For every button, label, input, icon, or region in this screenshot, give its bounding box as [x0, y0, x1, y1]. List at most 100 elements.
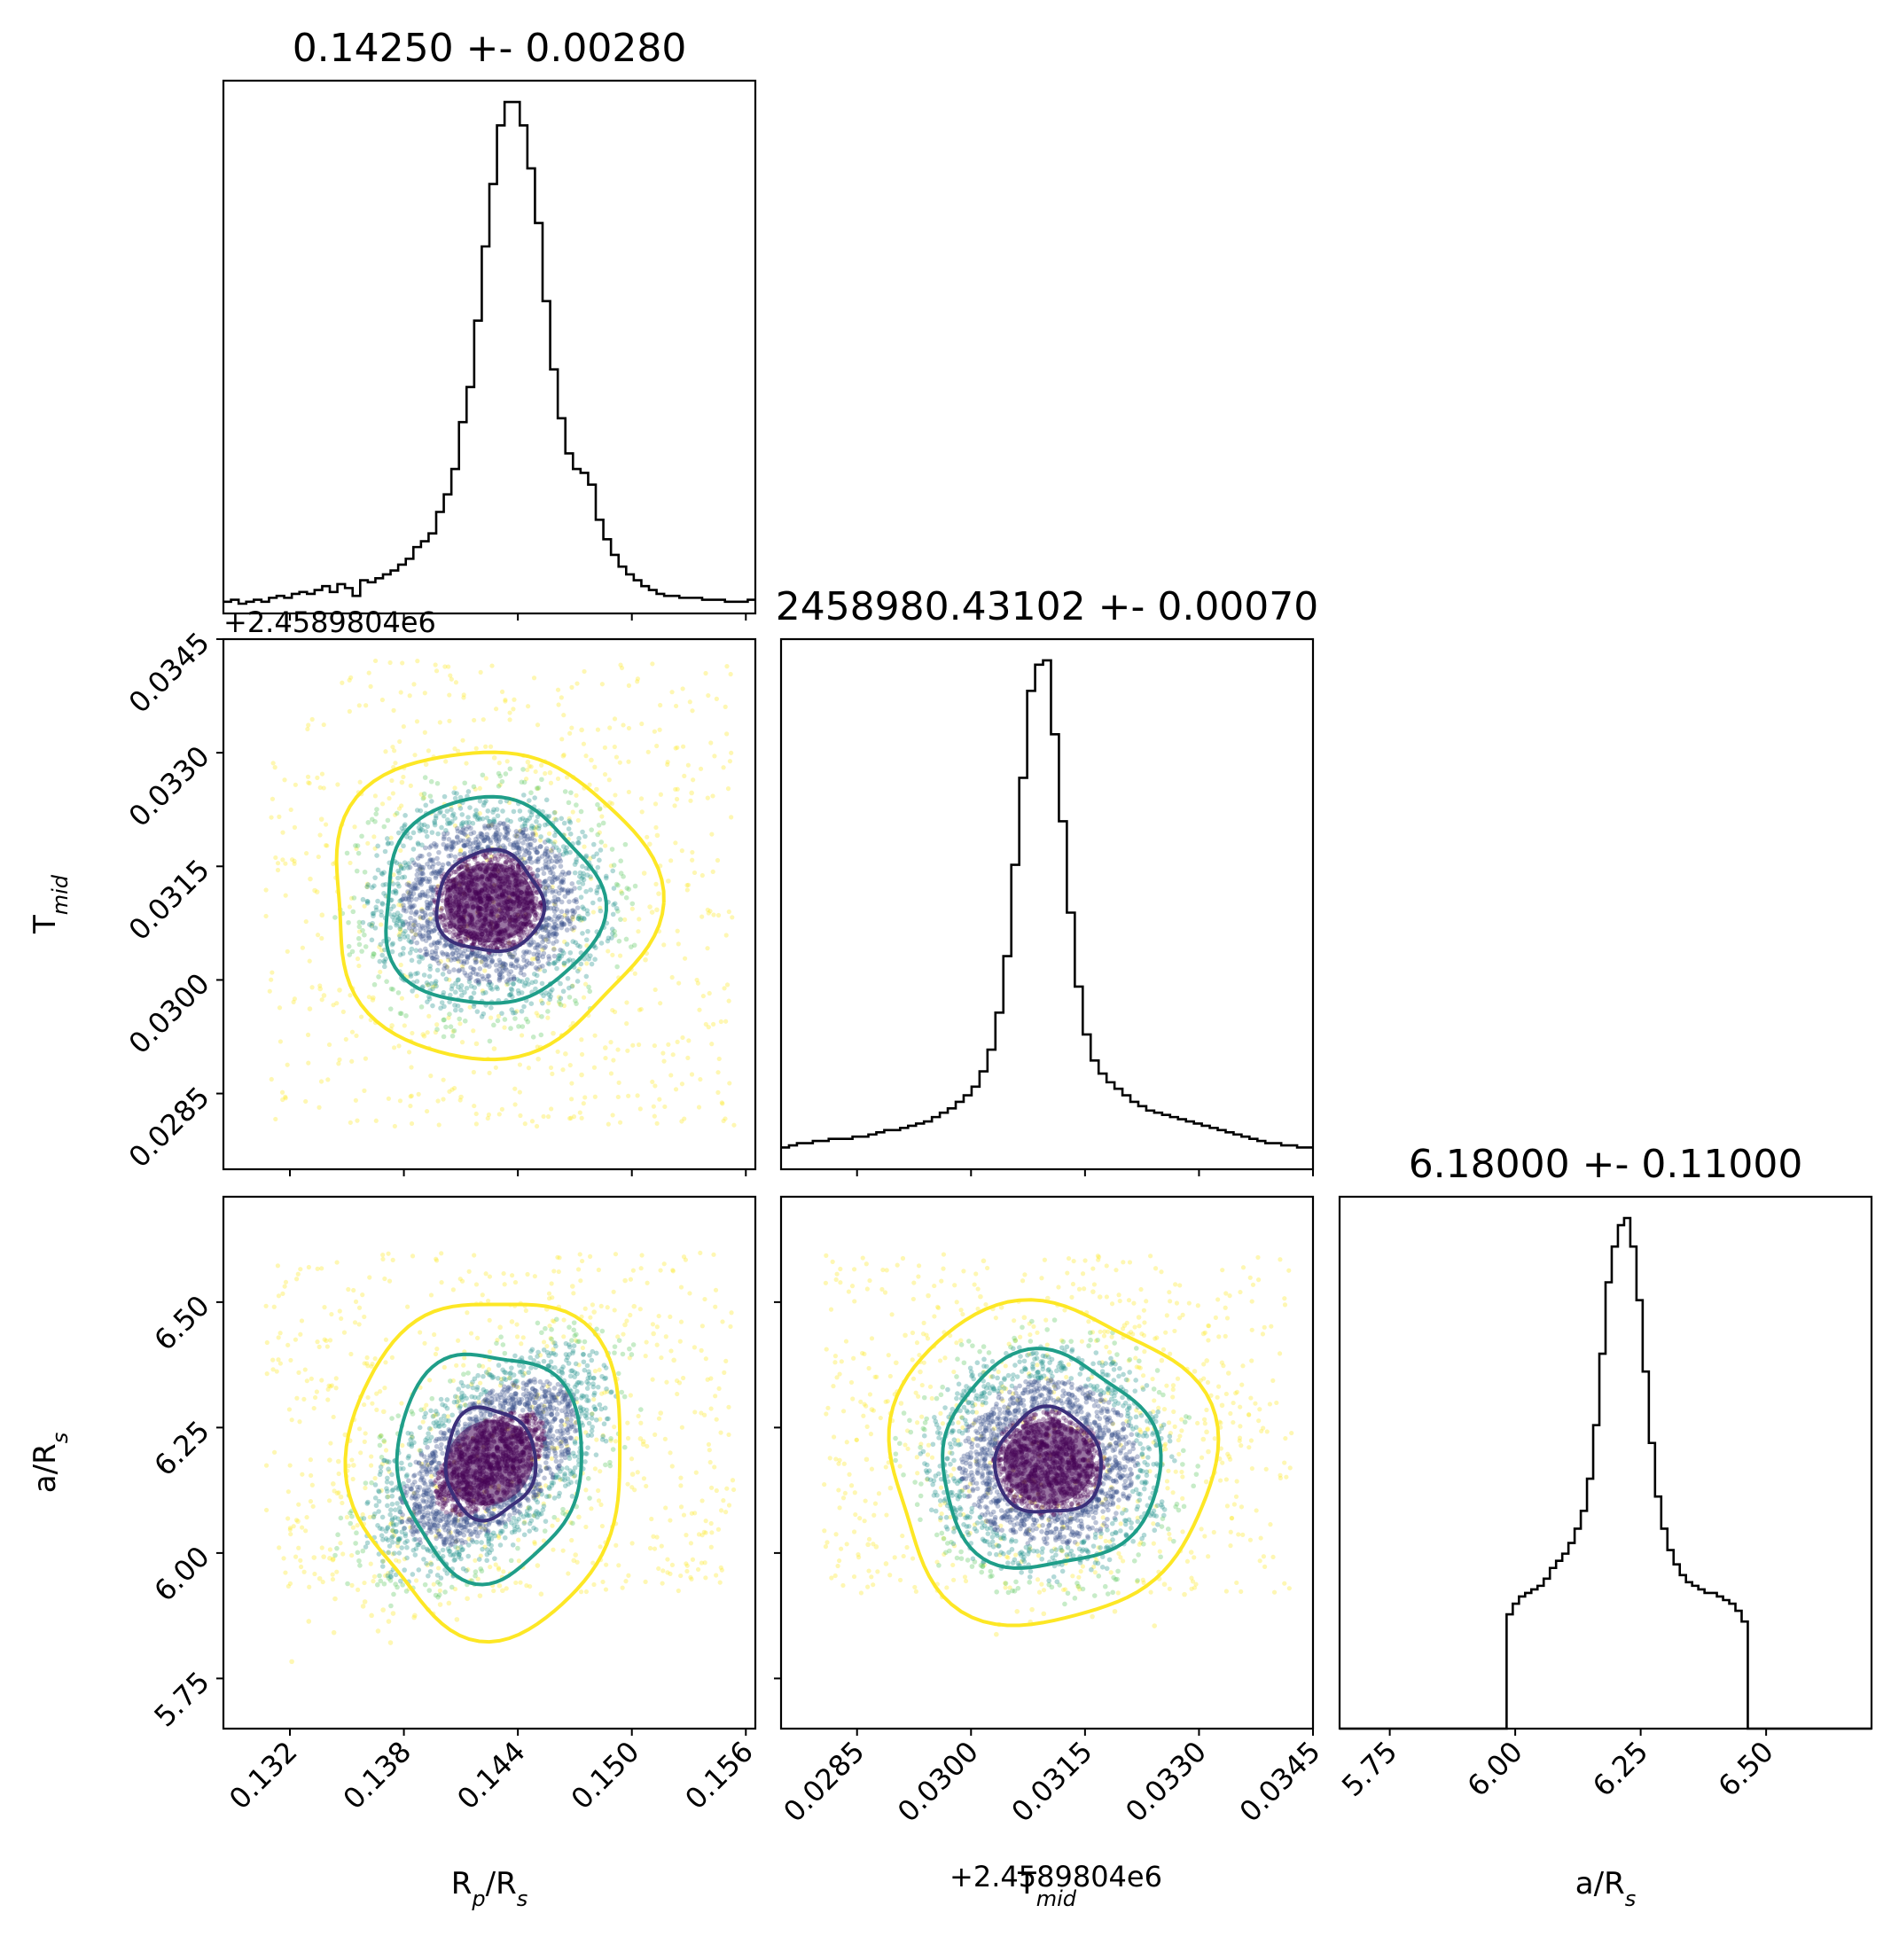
scatter-point	[546, 1296, 552, 1301]
scatter-point	[448, 820, 453, 826]
scatter-point	[578, 1589, 584, 1595]
scatter-point	[518, 1413, 523, 1419]
scatter-point	[424, 952, 429, 957]
scatter-point	[531, 1357, 537, 1363]
scatter-point	[676, 941, 681, 947]
scatter-point	[570, 914, 575, 920]
scatter-point	[448, 943, 454, 949]
scatter-point	[438, 1533, 444, 1539]
scatter-point	[561, 960, 567, 966]
scatter-point	[444, 964, 449, 971]
scatter-point	[527, 942, 532, 948]
scatter-point	[496, 770, 502, 777]
scatter-point	[618, 858, 623, 864]
scatter-point	[433, 1029, 438, 1035]
scatter-point	[487, 818, 492, 824]
scatter-point	[396, 1558, 402, 1564]
scatter-point	[395, 910, 401, 916]
scatter-point	[511, 1515, 517, 1521]
scatter-point	[305, 774, 311, 779]
scatter-point	[716, 1056, 722, 1062]
scatter-point	[476, 1400, 481, 1405]
scatter-point	[609, 800, 615, 807]
scatter-point	[365, 840, 371, 846]
scatter-point	[435, 861, 442, 866]
scatter-point	[371, 1514, 377, 1520]
scatter-point	[615, 882, 621, 888]
scatter-point	[518, 970, 524, 976]
scatter-point	[392, 887, 398, 894]
scatter-point	[552, 902, 559, 909]
scatter-point	[459, 1390, 465, 1396]
scatter-point	[559, 1370, 566, 1376]
scatter-point	[540, 939, 545, 945]
scatter-point	[355, 843, 361, 848]
scatter-point	[503, 825, 508, 832]
scatter-point	[437, 1502, 443, 1507]
scatter-point	[379, 922, 384, 927]
scatter-point	[360, 927, 365, 933]
scatter-point	[455, 828, 461, 834]
contour-2-sigma	[384, 794, 608, 1005]
scatter-point	[422, 1481, 428, 1487]
scatter-point	[473, 814, 478, 819]
scatter-point	[457, 806, 464, 811]
scatter-point	[622, 841, 629, 847]
scatter-point	[599, 1523, 605, 1529]
scatter-point	[406, 861, 411, 866]
scatter-point	[531, 1431, 536, 1437]
scatter-point	[433, 1512, 438, 1519]
scatter-point	[358, 1450, 363, 1456]
scatter-point	[425, 894, 431, 899]
scatter-point	[562, 847, 568, 854]
scatter-point	[462, 851, 467, 856]
scatter-point	[333, 1386, 339, 1391]
scatter-point	[501, 1387, 507, 1393]
scatter-point	[562, 1396, 568, 1402]
scatter-point	[501, 1569, 506, 1574]
scatter-point	[482, 1398, 488, 1403]
scatter-point	[436, 938, 442, 944]
scatter-point	[434, 869, 441, 874]
scatter-point	[522, 1370, 528, 1376]
scatter-point	[506, 1375, 512, 1380]
scatter-point	[598, 807, 603, 812]
scatter-point	[420, 915, 426, 921]
scatter-point	[524, 962, 529, 968]
scatter-point	[609, 926, 615, 932]
scatter-point	[726, 1432, 731, 1438]
scatter-point	[555, 915, 561, 920]
scatter-point	[521, 1413, 527, 1419]
scatter-point	[590, 854, 597, 860]
scatter-point	[389, 777, 395, 784]
scatter-point	[429, 857, 434, 863]
scatter-point	[525, 704, 531, 709]
scatter-point	[626, 789, 631, 795]
scatter-point	[364, 1501, 370, 1506]
scatter-point	[428, 886, 434, 892]
scatter-point	[482, 1527, 488, 1532]
scatter-point	[385, 1503, 390, 1509]
scatter-point	[546, 831, 552, 836]
scatter-point	[529, 824, 535, 829]
scatter-point	[652, 1546, 658, 1551]
scatter-point	[390, 791, 396, 796]
scatter-point	[401, 905, 407, 911]
scatter-point	[717, 1580, 723, 1585]
scatter-point	[285, 1516, 291, 1521]
scatter-point	[613, 1542, 619, 1548]
scatter-point	[326, 1042, 332, 1048]
scatter-point	[548, 1336, 553, 1341]
scatter-point	[457, 933, 463, 939]
scatter-point	[500, 968, 506, 974]
scatter-point	[409, 946, 415, 952]
scatter-point	[369, 1454, 374, 1459]
scatter-point	[510, 1409, 516, 1414]
scatter-point	[619, 1389, 625, 1395]
scatter-point	[707, 1448, 712, 1453]
scatter-point	[550, 925, 555, 932]
scatter-point	[551, 930, 557, 936]
scatter-point	[385, 836, 390, 841]
scatter-point	[486, 1512, 492, 1518]
scatter-point	[432, 840, 437, 847]
